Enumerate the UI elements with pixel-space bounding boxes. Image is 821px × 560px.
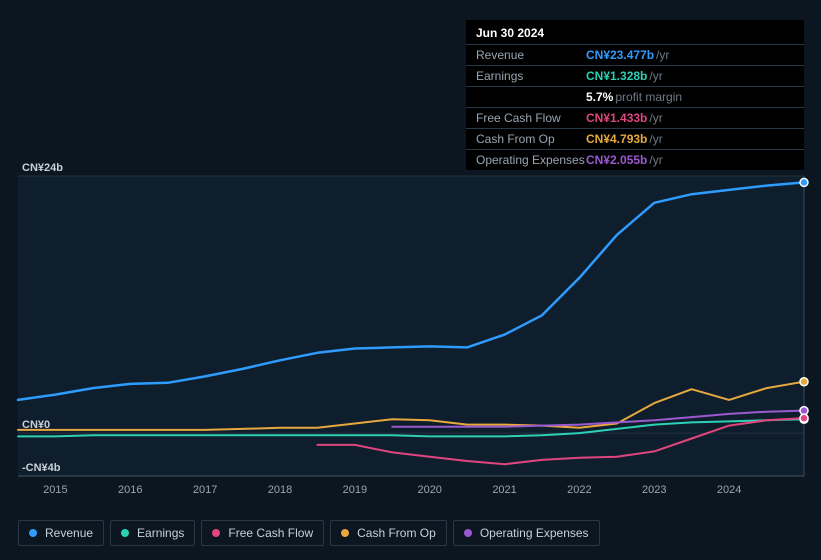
series-end-marker	[800, 414, 808, 422]
legend-item[interactable]: Operating Expenses	[453, 520, 600, 546]
legend-item[interactable]: Revenue	[18, 520, 104, 546]
series-end-marker	[800, 378, 808, 386]
x-axis-tick-label: 2016	[110, 484, 150, 496]
legend-dot-icon	[121, 529, 129, 537]
x-axis-tick-label: 2017	[185, 484, 225, 496]
x-axis-tick-label: 2023	[634, 484, 674, 496]
legend-item[interactable]: Cash From Op	[330, 520, 447, 546]
x-axis-tick-label: 2018	[260, 484, 300, 496]
legend-item-label: Revenue	[45, 526, 93, 540]
y-axis-tick-label: CN¥0	[22, 419, 50, 431]
x-axis-tick-label: 2020	[410, 484, 450, 496]
y-axis-tick-label: -CN¥4b	[22, 462, 61, 474]
legend-item-label: Operating Expenses	[480, 526, 589, 540]
x-axis-tick-label: 2021	[485, 484, 525, 496]
legend-item[interactable]: Earnings	[110, 520, 195, 546]
y-axis-tick-label: CN¥24b	[22, 162, 63, 174]
legend-item-label: Free Cash Flow	[228, 526, 313, 540]
legend-item-label: Cash From Op	[357, 526, 436, 540]
legend: Revenue Earnings Free Cash Flow Cash From O…	[18, 520, 600, 546]
x-axis-tick-label: 2024	[709, 484, 749, 496]
series-end-marker	[800, 178, 808, 186]
line-chart	[0, 0, 821, 560]
x-axis-tick-label: 2019	[335, 484, 375, 496]
legend-item-label: Earnings	[137, 526, 184, 540]
x-axis-tick-label: 2022	[559, 484, 599, 496]
legend-dot-icon	[341, 529, 349, 537]
legend-dot-icon	[29, 529, 37, 537]
legend-dot-icon	[464, 529, 472, 537]
chart-container: Jun 30 2024 RevenueCN¥23.477b /yrEarning…	[0, 0, 821, 560]
legend-item[interactable]: Free Cash Flow	[201, 520, 324, 546]
x-axis-tick-label: 2015	[35, 484, 75, 496]
legend-dot-icon	[212, 529, 220, 537]
